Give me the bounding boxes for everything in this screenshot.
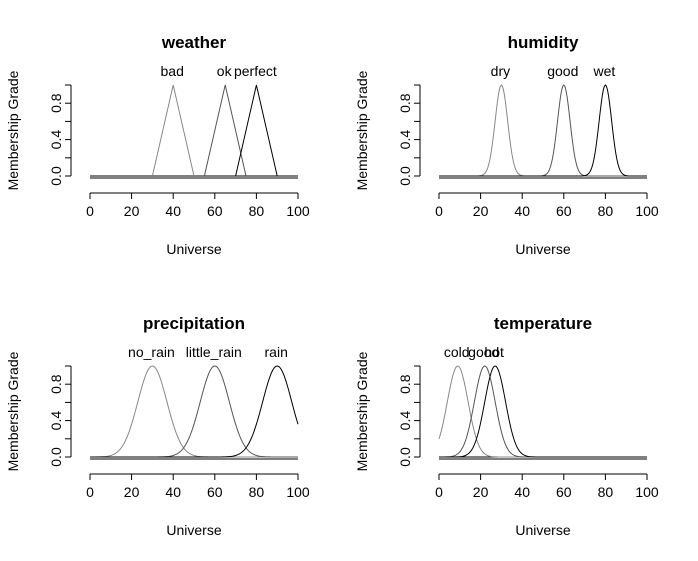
set-label-hot: hot xyxy=(484,344,504,360)
y-tick-label: 0.4 xyxy=(397,411,413,431)
y-tick-label: 0.0 xyxy=(397,447,413,467)
x-tick-label: 80 xyxy=(249,203,265,219)
x-tick-label: 0 xyxy=(86,203,94,219)
x-axis-label: Universe xyxy=(515,241,570,257)
x-tick-label: 0 xyxy=(86,484,94,500)
y-tick-label: 0.8 xyxy=(397,374,413,394)
set-label-bad: bad xyxy=(161,63,184,79)
x-axis-label: Universe xyxy=(515,522,570,538)
x-tick-label: 60 xyxy=(556,203,572,219)
x-axis-label: Universe xyxy=(166,241,221,257)
panel-temperature: temperature 0.0 0.4 0.8 Membership Grade 0 20 4… xyxy=(354,314,659,538)
y-tick-label: 0.8 xyxy=(48,374,64,394)
x-tick-label: 60 xyxy=(556,484,572,500)
set-label-dry: dry xyxy=(491,63,510,79)
set-label-good: good xyxy=(547,63,578,79)
y-tick-label: 0.0 xyxy=(48,166,64,186)
curve-perfect xyxy=(235,84,278,177)
curve-bad xyxy=(151,84,195,177)
set-label-good: good xyxy=(468,344,499,360)
x-tick-label: 80 xyxy=(598,203,614,219)
y-axis-label: Membership Grade xyxy=(354,70,370,190)
curve-good xyxy=(439,84,647,177)
x-tick-label: 20 xyxy=(124,484,140,500)
x-tick-label: 60 xyxy=(207,484,223,500)
x-tick-label: 100 xyxy=(286,484,310,500)
chart-title: humidity xyxy=(508,33,579,52)
curve-ok xyxy=(203,84,247,177)
x-tick-label: 40 xyxy=(514,203,530,219)
y-axis-label: Membership Grade xyxy=(5,70,21,190)
y-axis-label: Membership Grade xyxy=(5,351,21,471)
y-axis-label: Membership Grade xyxy=(354,351,370,471)
curve-hot xyxy=(439,365,647,458)
y-tick-label: 0.4 xyxy=(48,130,64,150)
set-label-wet: wet xyxy=(593,63,616,79)
x-tick-label: 20 xyxy=(473,203,489,219)
x-tick-label: 40 xyxy=(165,484,181,500)
chart-title: weather xyxy=(161,33,227,52)
x-tick-label: 0 xyxy=(435,484,443,500)
curve-little_rain xyxy=(90,365,298,458)
x-tick-label: 20 xyxy=(473,484,489,500)
panel-humidity: humidity 0.0 0.4 0.8 Membership Grade 0 20 40 60… xyxy=(354,33,659,257)
chart-title: precipitation xyxy=(143,314,245,333)
set-label-cold: cold xyxy=(444,344,470,360)
chart-title: temperature xyxy=(494,314,592,333)
x-tick-label: 40 xyxy=(165,203,181,219)
set-label-perfect: perfect xyxy=(234,63,277,79)
x-tick-label: 20 xyxy=(124,203,140,219)
y-tick-label: 0.4 xyxy=(397,130,413,150)
set-label-no_rain: no_rain xyxy=(128,344,175,360)
curve-no_rain xyxy=(90,365,298,458)
panel-weather: weather 0.0 0.4 0.8 Membership Grade 0 20 40 60 8… xyxy=(5,33,310,257)
x-tick-label: 80 xyxy=(598,484,614,500)
y-tick-label: 0.0 xyxy=(397,166,413,186)
set-label-rain: rain xyxy=(265,344,288,360)
set-label-ok: ok xyxy=(217,63,233,79)
curve-rain xyxy=(90,365,299,458)
panel-precipitation: precipitation 0.0 0.4 0.8 Membership Grade 0 2… xyxy=(5,314,310,538)
curve-dry xyxy=(439,84,647,177)
set-label-little_rain: little_rain xyxy=(186,344,242,360)
y-tick-label: 0.8 xyxy=(397,93,413,113)
x-tick-label: 100 xyxy=(635,484,659,500)
curve-wet xyxy=(439,84,647,177)
y-tick-label: 0.0 xyxy=(48,447,64,467)
x-tick-label: 60 xyxy=(207,203,223,219)
curve-cold xyxy=(438,365,647,458)
x-tick-label: 80 xyxy=(249,484,265,500)
y-tick-label: 0.8 xyxy=(48,93,64,113)
x-tick-label: 40 xyxy=(514,484,530,500)
x-axis-label: Universe xyxy=(166,522,221,538)
x-tick-label: 0 xyxy=(435,203,443,219)
x-tick-label: 100 xyxy=(635,203,659,219)
x-tick-label: 100 xyxy=(286,203,310,219)
y-tick-label: 0.4 xyxy=(48,411,64,431)
